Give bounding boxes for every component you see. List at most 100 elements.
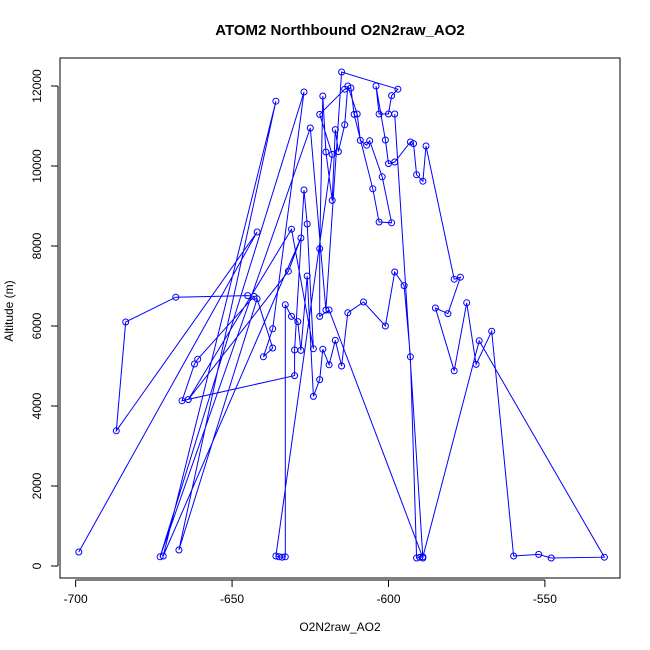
data-point: [388, 92, 396, 100]
data-point: [444, 310, 452, 318]
data-point: [410, 140, 417, 148]
data-point: [316, 376, 324, 384]
data-point: [413, 171, 421, 179]
data-point: [159, 552, 167, 560]
data-point: [288, 225, 295, 233]
data-point: [184, 396, 192, 404]
data-point: [400, 282, 408, 290]
plot-frame: [59, 57, 621, 579]
data-point: [388, 219, 396, 227]
data-point: [272, 97, 280, 105]
data-point: [269, 344, 277, 352]
y-tick-label: 8000: [30, 232, 44, 259]
x-tick-label: -700: [64, 592, 88, 606]
data-point: [122, 318, 130, 326]
data-point: [450, 367, 458, 375]
data-point: [391, 268, 399, 276]
data-point: [253, 228, 261, 236]
data-point: [325, 361, 333, 369]
data-point: [322, 306, 330, 314]
data-point: [344, 82, 352, 90]
data-point: [372, 82, 380, 90]
data-point: [328, 150, 336, 158]
x-axis: -700 -650 -600 -550: [64, 579, 557, 606]
data-point: [488, 327, 496, 335]
data-point: [356, 136, 364, 144]
data-point: [259, 353, 267, 361]
y-tick-label: 0: [30, 562, 44, 569]
data-point: [303, 220, 311, 228]
data-point: [375, 218, 383, 226]
data-point: [316, 110, 324, 118]
data-point: [291, 372, 299, 380]
data-point: [344, 309, 352, 317]
data-point: [381, 136, 389, 144]
y-axis: 0 2000 4000 6000 8000 10000 12000: [30, 69, 59, 569]
data-point: [353, 110, 361, 118]
data-point: [112, 427, 120, 435]
x-tick-label: -650: [220, 592, 244, 606]
data-point: [350, 110, 358, 118]
data-point: [316, 312, 324, 320]
x-axis-label: O2N2raw_AO2: [299, 620, 381, 634]
data-point: [341, 121, 349, 129]
data-point: [600, 553, 608, 561]
data-point: [325, 306, 333, 314]
y-axis-label: Altitude (m): [2, 280, 16, 341]
data-point: [300, 88, 308, 96]
data-point: [419, 177, 427, 185]
y-tick-label: 6000: [30, 312, 44, 339]
data-point: [456, 273, 464, 281]
data-point: [75, 548, 83, 556]
data-point: [172, 293, 180, 301]
data-point: [319, 345, 327, 353]
data-point: [309, 345, 317, 353]
data-point: [269, 325, 277, 333]
plot-area: [75, 68, 608, 562]
data-point: [331, 336, 339, 344]
data-point: [416, 553, 424, 561]
data-point: [535, 550, 543, 558]
data-point: [300, 186, 308, 194]
data-point: [297, 234, 305, 242]
data-point: [319, 92, 327, 100]
data-point: [431, 304, 439, 312]
x-tick-label: -550: [533, 592, 557, 606]
data-point: [394, 85, 402, 93]
data-point: [378, 173, 386, 181]
data-point: [547, 554, 555, 562]
data-point: [338, 68, 346, 76]
data-point: [284, 267, 292, 275]
chart-title: ATOM2 Northbound O2N2raw_AO2: [215, 22, 464, 39]
data-point: [316, 245, 324, 253]
series-line: [78, 71, 606, 559]
data-point: [272, 552, 280, 560]
data-point: [306, 124, 314, 132]
data-point: [175, 546, 183, 554]
data-point: [194, 355, 202, 363]
data-point: [328, 196, 336, 204]
data-point: [391, 158, 399, 166]
data-point: [472, 360, 480, 368]
data-point: [334, 148, 342, 156]
data-point: [360, 298, 367, 306]
y-tick-label: 10000: [30, 149, 44, 183]
data-point: [156, 553, 164, 561]
data-point: [391, 110, 399, 118]
data-point: [191, 360, 198, 368]
data-point: [275, 553, 283, 561]
data-point: [363, 141, 371, 149]
data-point: [281, 301, 289, 309]
data-point: [419, 554, 427, 562]
y-tick-label: 2000: [30, 472, 44, 499]
data-point: [381, 322, 389, 330]
data-point: [375, 110, 383, 118]
data-point: [178, 397, 186, 405]
data-point: [253, 295, 261, 303]
data-point: [322, 148, 330, 156]
data-point: [475, 337, 483, 345]
data-point: [510, 552, 518, 560]
data-point: [309, 392, 317, 400]
data-point: [331, 126, 339, 134]
